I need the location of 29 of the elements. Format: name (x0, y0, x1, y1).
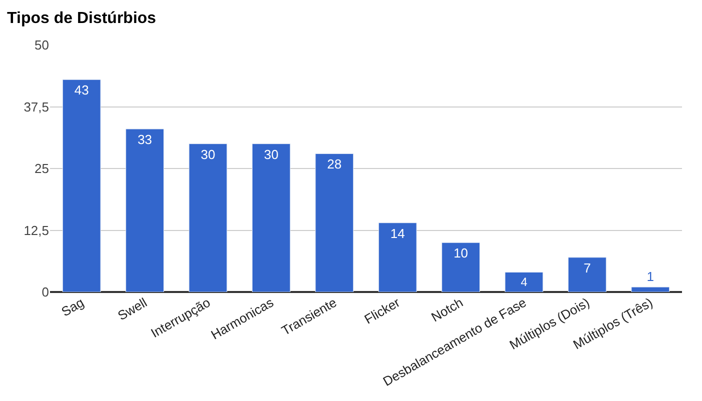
y-tick-label: 37,5 (24, 99, 49, 114)
bar (315, 153, 354, 292)
bar (631, 286, 670, 292)
data-label: 4 (520, 275, 528, 290)
bar (252, 144, 290, 292)
y-tick-label: 25 (34, 161, 49, 176)
bar (62, 79, 101, 292)
data-label: 30 (264, 146, 278, 162)
bar (504, 272, 544, 292)
data-label: 33 (138, 132, 152, 147)
x-tick-label: Swell (115, 294, 150, 324)
data-label: 28 (327, 156, 342, 172)
data-label: 10 (454, 246, 468, 261)
y-tick-label: 0 (42, 284, 49, 300)
data-label: 43 (74, 82, 89, 98)
bar (442, 242, 480, 292)
y-tick-label: 12,5 (24, 222, 49, 238)
chart-title: Tipos de Distúrbios (7, 10, 156, 28)
data-label: 1 (646, 269, 654, 284)
data-label: 14 (390, 226, 405, 241)
bar (378, 222, 417, 292)
data-label: 30 (200, 146, 216, 162)
x-tick-label: Notch (428, 294, 466, 325)
y-tick-label: 50 (34, 38, 49, 53)
bar (188, 144, 228, 292)
bar (568, 257, 606, 292)
x-tick-label: Sag (58, 294, 86, 320)
data-label: 7 (584, 260, 591, 276)
bar (126, 128, 164, 292)
